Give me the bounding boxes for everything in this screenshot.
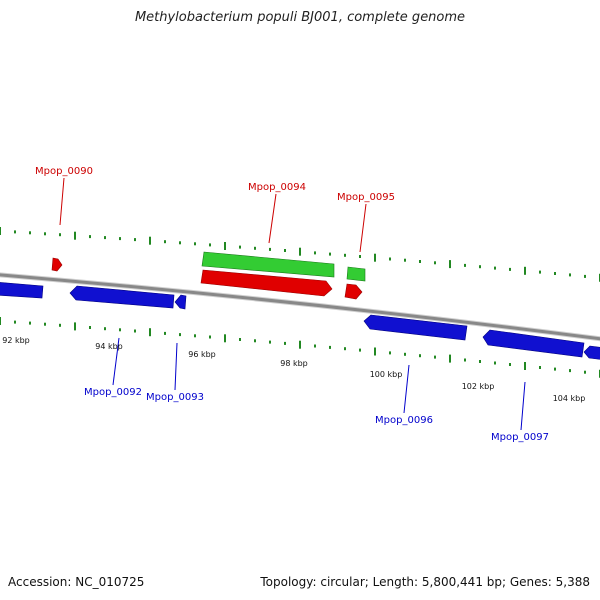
outer-tick-track [0, 227, 600, 282]
gene-arrow-mpop-0093[interactable] [174, 294, 187, 310]
scale-label-92kbp: 92 kbp [2, 336, 30, 345]
gene-arrow-mpop-0092[interactable] [69, 285, 175, 309]
gene-label-mpop-0096: Mpop_0096 [375, 415, 433, 426]
scale-label-100kbp: 100 kbp [370, 370, 403, 379]
gene-arrow-mpop-0095[interactable] [344, 283, 363, 300]
gene-arrow-mpop-0096[interactable] [363, 314, 468, 341]
gene-label-mpop-0095: Mpop_0095 [337, 192, 395, 203]
genome-stats-text: Topology: circular; Length: 5,800,441 bp… [260, 575, 590, 589]
rna-gene-green-small[interactable] [346, 266, 366, 282]
gene-arrow-right-edge[interactable] [583, 345, 600, 360]
rna-gene-green-bar[interactable] [201, 251, 335, 278]
gene-label-mpop-0092: Mpop_0092 [84, 387, 142, 398]
gene-label-mpop-0093: Mpop_0093 [146, 392, 204, 403]
figure-title: Methylobacterium populi BJ001, complete … [134, 10, 466, 25]
gene-label-mpop-0097: Mpop_0097 [491, 432, 549, 443]
gene-label-mpop-0090: Mpop_0090 [35, 166, 93, 177]
scale-label-94kbp: 94 kbp [95, 342, 123, 351]
scale-label-102kbp: 102 kbp [462, 382, 495, 391]
gene-arrow-left-edge[interactable] [0, 282, 44, 299]
scale-label-98kbp: 98 kbp [280, 359, 308, 368]
gene-arrow-mpop-0090[interactable] [51, 257, 63, 272]
callout-lines [59, 177, 526, 431]
scale-label-96kbp: 96 kbp [188, 350, 216, 359]
gene-arrow-mpop-0097[interactable] [482, 329, 585, 358]
scale-label-104kbp: 104 kbp [553, 394, 586, 403]
genome-backbone-line [0, 273, 600, 341]
gene-label-mpop-0094: Mpop_0094 [248, 182, 306, 193]
inner-tick-track [0, 317, 600, 378]
gene-arrow-mpop-0094[interactable] [200, 269, 333, 297]
accession-text: Accession: NC_010725 [8, 575, 145, 589]
